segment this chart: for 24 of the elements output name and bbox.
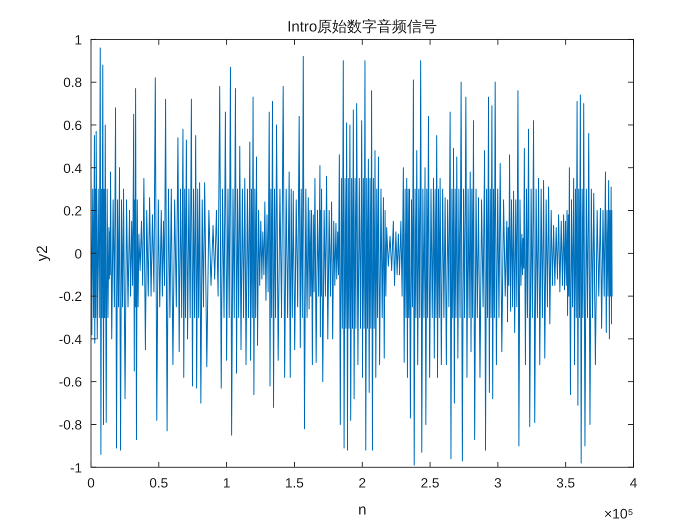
title: Intro原始数字音频信号 (287, 18, 438, 36)
xtick-label: 0.5 (149, 475, 168, 490)
ytick-label: -0.2 (58, 289, 82, 304)
ytick-label: -0.4 (58, 332, 82, 347)
ytick-label: -0.8 (58, 417, 82, 432)
xtick-label: 2.5 (420, 475, 440, 490)
xtick-label: 1 (222, 475, 230, 490)
xtick-label: 1.5 (285, 475, 304, 490)
xtick-label: 0 (87, 475, 95, 490)
xtick-label: 2 (358, 475, 366, 490)
ytick-label: 0.2 (63, 204, 82, 219)
xtick-label: 4 (630, 475, 638, 490)
ytick-label: 0.6 (63, 118, 82, 133)
ytick-label: -1 (70, 460, 82, 476)
ytick-label: -0.6 (58, 374, 82, 390)
xtick-label: 3 (494, 475, 502, 490)
ylabel: y2 (34, 245, 51, 262)
ytick-label: 0 (74, 246, 82, 262)
xlabel: n (358, 501, 366, 518)
xtick-label: 3.5 (556, 475, 576, 490)
ytick-label: 0.4 (63, 160, 82, 176)
ytick-label: 1 (74, 32, 82, 48)
ytick-label: 0.8 (63, 75, 82, 90)
annotation: ×10⁵ (604, 505, 634, 522)
